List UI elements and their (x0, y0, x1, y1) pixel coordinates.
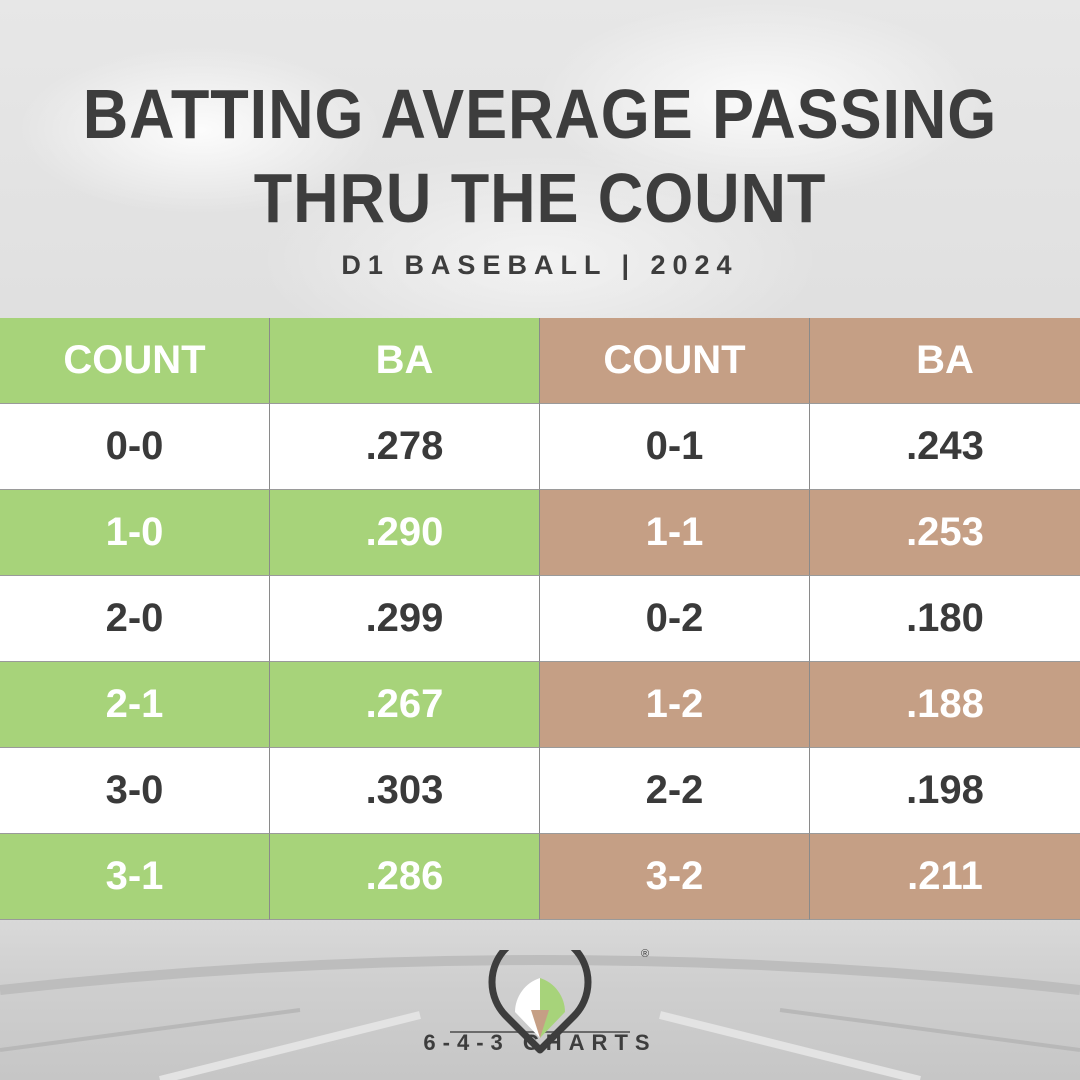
title-line-2: THRU THE COUNT (253, 159, 827, 237)
table-cell-count: 1-0 (0, 490, 270, 576)
table-cell-ba: .198 (810, 748, 1080, 834)
column-header-left-ba: BA (270, 318, 540, 404)
title-line-1: BATTING AVERAGE PASSING (82, 75, 998, 153)
table-cell-count: 2-1 (0, 662, 270, 748)
table-cell-ba: .253 (810, 490, 1080, 576)
table-cell-ba: .286 (270, 834, 540, 920)
table-cell-ba: .188 (810, 662, 1080, 748)
column-header-left-count: COUNT (0, 318, 270, 404)
table-cell-ba: .278 (270, 404, 540, 490)
table-cell-count: 3-1 (0, 834, 270, 920)
batting-average-table: COUNT BA COUNT BA 0-0.278 0-1.243 1-0.290 1-1.2… (0, 318, 1080, 920)
table-cell-count: 0-2 (540, 576, 810, 662)
table-cell-ba: .290 (270, 490, 540, 576)
column-header-right-ba: BA (810, 318, 1080, 404)
table-cell-count: 3-2 (540, 834, 810, 920)
logo-wordmark: 6-4-3 CHARTS (423, 1030, 657, 1055)
table-cell-count: 2-2 (540, 748, 810, 834)
table-cell-ba: .243 (810, 404, 1080, 490)
table-cell-count: 0-0 (0, 404, 270, 490)
table-cell-count: 2-0 (0, 576, 270, 662)
table-cell-ba: .267 (270, 662, 540, 748)
table-cell-count: 1-1 (540, 490, 810, 576)
table-cell-ba: .303 (270, 748, 540, 834)
table-cell-count: 3-0 (0, 748, 270, 834)
subtitle: D1 BASEBALL | 2024 (341, 250, 739, 280)
table-cell-ba: .180 (810, 576, 1080, 662)
table-cell-count: 1-2 (540, 662, 810, 748)
table-cell-count: 0-1 (540, 404, 810, 490)
column-header-right-count: COUNT (540, 318, 810, 404)
table-cell-ba: .299 (270, 576, 540, 662)
logo-diamond-icon (450, 950, 630, 1054)
registered-mark: ® (641, 948, 650, 960)
table-cell-ba: .211 (810, 834, 1080, 920)
field-lines-decoration (0, 955, 1080, 1080)
